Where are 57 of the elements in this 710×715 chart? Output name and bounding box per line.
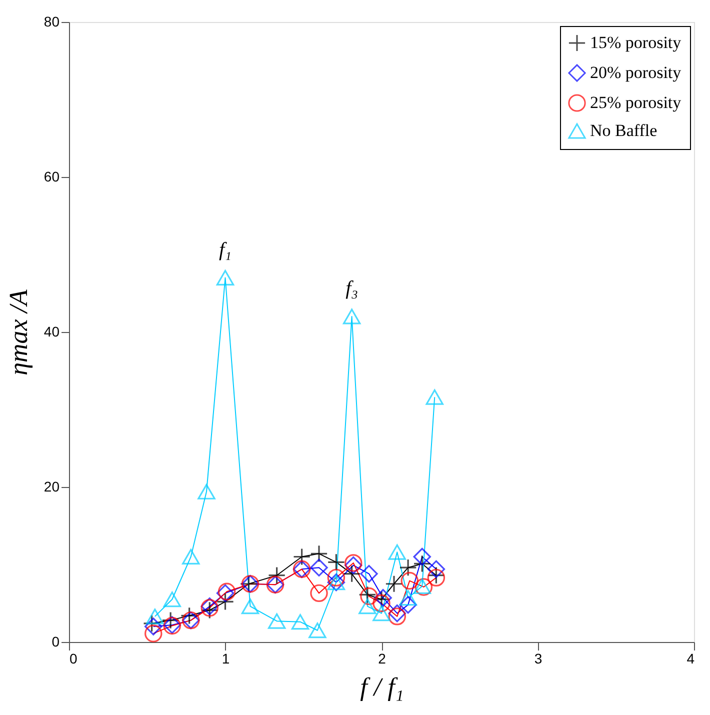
- point: [241, 598, 260, 614]
- point: [400, 572, 418, 590]
- legend-label: No Baffle: [590, 121, 658, 140]
- point: [180, 606, 198, 625]
- y-tick-label: 20: [44, 478, 60, 494]
- point: [360, 564, 378, 583]
- point: [399, 558, 417, 576]
- point: [388, 544, 406, 560]
- legend-label: 20% porosity: [590, 63, 682, 82]
- x-tick-label: 1: [222, 650, 230, 666]
- point: [162, 611, 180, 630]
- point: [310, 544, 328, 563]
- point: [427, 560, 446, 578]
- x-tick-label: 2: [378, 650, 386, 666]
- y-tick-label: 60: [44, 168, 60, 184]
- point: [413, 548, 431, 566]
- point: [198, 484, 216, 500]
- point: [310, 584, 328, 602]
- point: [163, 592, 181, 608]
- point: [182, 548, 200, 565]
- point: [292, 548, 311, 566]
- x-tick-label: 0: [70, 650, 78, 666]
- annotation: f₁: [218, 238, 232, 261]
- y-tick-label: 0: [52, 634, 60, 650]
- y-axis-title: ηmax /A: [4, 289, 33, 376]
- point: [399, 596, 417, 614]
- point: [268, 566, 286, 584]
- point: [342, 564, 361, 583]
- point: [327, 568, 346, 587]
- point: [146, 608, 164, 624]
- point: [426, 389, 444, 405]
- legend-label: 25% porosity: [590, 93, 682, 112]
- point: [372, 594, 390, 612]
- point: [308, 622, 326, 638]
- point: [399, 590, 417, 606]
- x-tick-label: 3: [534, 650, 542, 666]
- point: [388, 608, 406, 626]
- point: [358, 598, 376, 614]
- point: [310, 558, 328, 576]
- point: [291, 614, 310, 630]
- annotation: f₃: [346, 278, 358, 300]
- point: [342, 308, 361, 324]
- legend-label: 15% porosity: [590, 33, 682, 52]
- point: [216, 592, 234, 611]
- point: [216, 270, 234, 286]
- point: [385, 575, 403, 593]
- x-axis-title: f / f₁: [360, 672, 404, 702]
- point: [372, 606, 390, 622]
- point: [327, 553, 346, 572]
- point: [388, 604, 406, 622]
- x-tick-label: 4: [686, 650, 695, 666]
- y-tick-label: 40: [44, 324, 60, 340]
- point: [144, 618, 162, 636]
- y-tick-label: 80: [44, 14, 60, 30]
- point: [413, 554, 431, 573]
- point: [268, 613, 286, 629]
- point: [144, 624, 162, 642]
